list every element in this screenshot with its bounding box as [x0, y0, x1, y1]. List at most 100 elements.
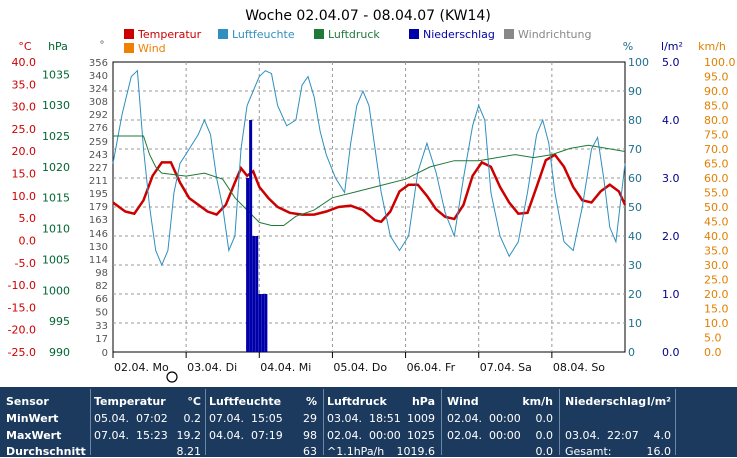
axis-tick-wind: 35.0	[704, 245, 729, 258]
hum-max-value: 98	[303, 429, 317, 442]
axis-tick-wind: 10.0	[704, 317, 729, 330]
axis-tick-winddir: 82	[95, 281, 108, 292]
axis-tick-winddir: 340	[89, 71, 108, 82]
rain-bar	[258, 294, 262, 352]
axis-tick-winddir: 211	[89, 176, 108, 187]
table-col-humidity: Luftfeuchte % 07.04. 15:05 29 04.04. 07:…	[205, 387, 323, 458]
unit-temperature: °C	[187, 395, 201, 408]
axis-tick-winddir: 146	[89, 229, 108, 240]
axis-unit-humidity: %	[623, 40, 633, 53]
time-cursor-icon[interactable]	[166, 371, 178, 383]
wind-min-date: 02.04.	[447, 412, 482, 425]
axis-tick-wind: 20.0	[704, 288, 729, 301]
row-label-avg: Durchschnitt	[6, 445, 86, 458]
axis-tick-wind: 15.0	[704, 303, 729, 316]
legend-label-0: Temperatur	[137, 28, 202, 41]
press-max-time: 00:00	[369, 429, 401, 442]
axis-tick-humidity: 70	[628, 143, 642, 156]
x-tick-label: 05.04. Do	[333, 361, 387, 374]
temp-max-date: 07.04.	[94, 429, 129, 442]
axis-tick-winddir: 98	[95, 268, 108, 279]
rain-bar	[249, 120, 253, 352]
axis-tick-winddir: 114	[89, 255, 108, 266]
axis-tick-humidity: 60	[628, 172, 642, 185]
axis-tick-winddir: 163	[89, 215, 108, 226]
rain-bar	[252, 236, 256, 352]
axis-tick-pressure: 1025	[42, 130, 70, 143]
x-tick-label: 08.04. So	[553, 361, 605, 374]
press-avg-value: 1019.6	[396, 445, 436, 458]
series-line-luftfeuchte	[112, 69, 626, 267]
rain-bar	[255, 236, 259, 352]
axis-unit-winddir: °	[100, 40, 105, 51]
axis-tick-temp: 5.0	[19, 212, 37, 225]
axis-tick-rain: 4.0	[662, 114, 680, 127]
chart-title: Woche 02.04.07 - 08.04.07 (KW14)	[245, 8, 491, 24]
header-sensor: Sensor	[6, 395, 49, 408]
temp-max-time: 15:23	[136, 429, 168, 442]
axis-tick-winddir: 33	[95, 321, 108, 332]
axis-tick-winddir: 308	[89, 97, 108, 108]
legend: Temperatur Luftfeuchte Luftdruck Niederschl…	[124, 28, 591, 55]
axis-tick-pressure: 1005	[42, 253, 70, 266]
x-tick-label: 07.04. Sa	[480, 361, 532, 374]
rain-bar	[264, 294, 268, 352]
axis-tick-winddir: 195	[89, 189, 108, 200]
wind-max-time: 00:00	[489, 429, 521, 442]
axis-tick-humidity: 100	[628, 56, 649, 69]
axis-tick-wind: 60.0	[704, 172, 729, 185]
temp-min-date: 05.04.	[94, 412, 129, 425]
rain-total-value: 16.0	[646, 445, 672, 458]
axis-tick-wind: 5.0	[704, 332, 722, 345]
press-min-time: 18:51	[369, 412, 401, 425]
axis-tick-wind: 25.0	[704, 274, 729, 287]
axis-tick-wind: 65.0	[704, 158, 729, 171]
series-line-luftdruck	[113, 135, 626, 226]
rain-max-date: 03.04.	[565, 429, 600, 442]
axis-tick-temp: 40.0	[12, 56, 37, 69]
press-min-value: 1009	[407, 412, 435, 425]
axis-tick-winddir: 243	[89, 150, 108, 161]
weather-chart: Woche 02.04.07 - 08.04.07 (KW14) Tempera…	[8, 8, 736, 383]
axis-tick-temp: -15.0	[8, 301, 36, 314]
axis-tick-temp: 10.0	[12, 190, 37, 203]
hum-max-time: 07:19	[251, 429, 283, 442]
axis-tick-temp: 0.0	[19, 234, 37, 247]
axis-tick-wind: 75.0	[704, 129, 729, 142]
axis-tick-temp: -25.0	[8, 346, 36, 359]
temp-min-time: 07:02	[136, 412, 168, 425]
wind-min-value: 0.0	[535, 412, 554, 425]
axis-tick-rain: 1.0	[662, 288, 680, 301]
legend-label-2: Luftdruck	[328, 28, 380, 41]
temp-max-value: 19.2	[176, 429, 202, 442]
temp-min-value: 0.2	[183, 412, 202, 425]
legend-label-1: Luftfeuchte	[232, 28, 295, 41]
axis-tick-wind: 30.0	[704, 259, 729, 272]
axis-tick-wind: 45.0	[704, 216, 729, 229]
rain-bar	[261, 294, 265, 352]
press-trend: ^1.1hPa/h	[327, 445, 385, 458]
hum-min-value: 29	[303, 412, 317, 425]
axis-tick-humidity: 10	[628, 317, 642, 330]
axis-tick-winddir: 50	[95, 307, 108, 318]
legend-swatch-0	[124, 29, 134, 39]
axis-tick-pressure: 1035	[42, 68, 70, 81]
axis-tick-temp: 15.0	[12, 168, 37, 181]
axis-tick-wind: 50.0	[704, 201, 729, 214]
axis-tick-winddir: 227	[89, 163, 108, 174]
axis-tick-winddir: 292	[89, 110, 108, 121]
x-tick-label: 03.04. Di	[187, 361, 237, 374]
hum-min-time: 15:05	[251, 412, 283, 425]
x-axis-labels: 02.04. Mo 03.04. Di 04.04. Mi 05.04. Do 06.0…	[112, 352, 605, 374]
axis-tick-winddir: 0	[102, 348, 108, 359]
table-col-wind: Wind km/h 02.04. 00:00 0.0 02.04. 00:00 …	[441, 387, 559, 458]
axis-tick-pressure: 1030	[42, 99, 70, 112]
unit-rain: l/m²	[646, 395, 671, 408]
axis-unit-pressure: hPa	[48, 40, 68, 53]
table-col-pressure: Luftdruck hPa 03.04. 18:51 1009 02.04. 0…	[323, 387, 441, 458]
legend-swatch-2	[314, 29, 324, 39]
axis-tick-temp: -10.0	[8, 279, 36, 292]
axis-tick-rain: 5.0	[662, 56, 680, 69]
axis-tick-pressure: 1015	[42, 192, 70, 205]
legend-label-3: Niederschlag	[423, 28, 495, 41]
